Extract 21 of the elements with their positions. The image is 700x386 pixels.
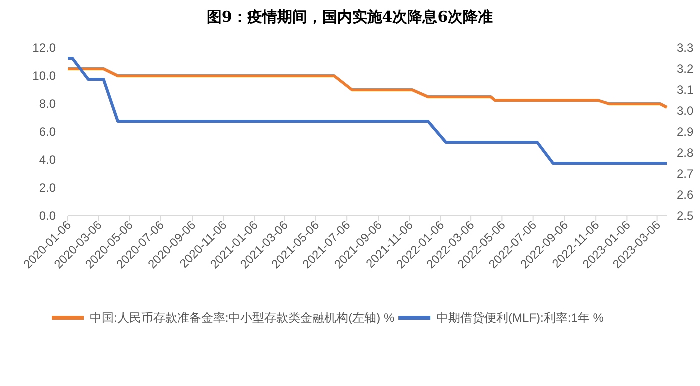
y2-tick-label: 3.3 bbox=[677, 41, 694, 55]
line-series bbox=[66, 68, 668, 109]
y2-tick-label: 3.2 bbox=[677, 62, 694, 76]
y-tick-label: 6.0 bbox=[39, 125, 56, 139]
y2-tick-label: 3.0 bbox=[677, 104, 694, 118]
legend-label: 中期借贷便利(MLF):利率:1年 % bbox=[436, 311, 604, 325]
y-tick-label: 4.0 bbox=[39, 153, 56, 167]
y2-tick-label: 2.8 bbox=[677, 146, 694, 160]
y-tick-label: 12.0 bbox=[32, 41, 56, 55]
y2-tick-label: 2.5 bbox=[677, 209, 694, 223]
legend-label: 中国:人民币存款准备金率:中小型存款类金融机构(左轴) % bbox=[90, 311, 395, 325]
y-tick-label: 8.0 bbox=[39, 97, 56, 111]
y-tick-label: 2.0 bbox=[39, 181, 56, 195]
chart-title: 图9：疫情期间，国内实施4次降息6次降准 bbox=[206, 8, 494, 26]
y-tick-label: 0.0 bbox=[39, 209, 56, 223]
y2-tick-label: 2.6 bbox=[677, 188, 694, 202]
y2-tick-label: 2.9 bbox=[677, 125, 694, 139]
y2-tick-label: 3.1 bbox=[677, 83, 694, 97]
y-tick-label: 10.0 bbox=[32, 69, 56, 83]
y2-tick-label: 2.7 bbox=[677, 167, 694, 181]
line-series bbox=[66, 57, 668, 165]
